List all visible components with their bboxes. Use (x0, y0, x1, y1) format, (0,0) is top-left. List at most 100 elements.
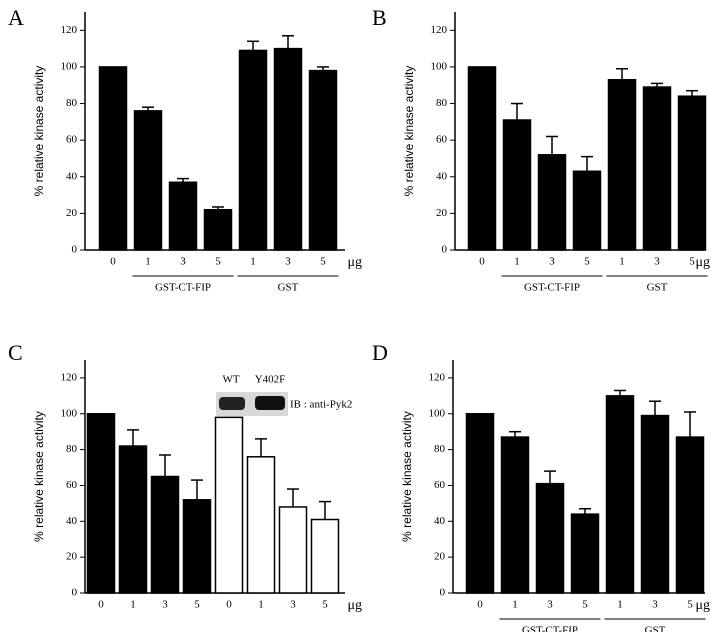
x-tick-label: 5 (687, 599, 693, 611)
group-label: GST-CT-FIP (522, 625, 578, 632)
bar (203, 208, 233, 251)
unit-label: μg (695, 598, 710, 613)
x-tick-label: 1 (145, 256, 151, 268)
annotation: WT (222, 374, 239, 386)
y-axis-label: % relative kinase activity (400, 411, 414, 542)
panel-letter: B (372, 5, 387, 30)
y-tick-label: 100 (61, 407, 78, 419)
y-tick-label: 0 (442, 244, 448, 256)
y-tick-label: 20 (436, 207, 448, 219)
x-tick-label: 3 (652, 599, 658, 611)
y-tick-label: 80 (66, 443, 78, 455)
panel-letter: A (8, 5, 24, 30)
bar (150, 475, 180, 594)
x-tick-label: 5 (582, 599, 588, 611)
x-tick-label: 1 (258, 599, 264, 611)
bar (677, 95, 707, 251)
x-tick-label: 3 (180, 256, 186, 268)
bar (640, 414, 670, 594)
panel-letter: D (372, 340, 388, 365)
bar (535, 482, 565, 594)
y-axis-label: % relative kinase activity (402, 66, 416, 197)
group-label: GST (645, 625, 666, 632)
y-tick-label: 20 (434, 551, 446, 563)
bar (570, 513, 600, 594)
annotation: Y402F (255, 374, 286, 386)
y-tick-label: 100 (61, 60, 78, 72)
annotation: IB : anti-Pyk2 (290, 399, 352, 411)
x-tick-label: 5 (584, 256, 590, 268)
bar (675, 436, 705, 594)
y-tick-label: 100 (429, 407, 446, 419)
bar (273, 47, 303, 251)
y-tick-label: 0 (72, 587, 78, 599)
x-tick-label: 1 (250, 256, 256, 268)
bar (98, 66, 128, 251)
y-axis-label: % relative kinase activity (32, 66, 46, 197)
y-tick-label: 60 (66, 479, 78, 491)
group-label: GST-CT-FIP (155, 282, 211, 294)
y-tick-label: 40 (66, 515, 78, 527)
bar (246, 456, 276, 594)
x-tick-label: 3 (285, 256, 291, 268)
x-tick-label: 0 (479, 256, 485, 268)
x-tick-label: 0 (98, 599, 104, 611)
unit-label: μg (695, 255, 710, 270)
bar (133, 110, 163, 251)
x-tick-label: 0 (477, 599, 483, 611)
y-tick-label: 100 (431, 60, 448, 72)
bar (310, 518, 340, 594)
x-tick-label: 1 (514, 256, 520, 268)
y-tick-label: 80 (436, 97, 448, 109)
y-tick-label: 120 (61, 371, 78, 383)
x-tick-label: 1 (512, 599, 518, 611)
blot-band (219, 397, 245, 410)
x-tick-label: 1 (130, 599, 136, 611)
y-tick-label: 40 (434, 515, 446, 527)
bar (642, 86, 672, 251)
x-tick-label: 3 (654, 256, 660, 268)
y-tick-label: 40 (436, 170, 448, 182)
x-tick-label: 5 (215, 256, 221, 268)
y-tick-label: 80 (434, 443, 446, 455)
y-tick-label: 60 (436, 134, 448, 146)
bar (214, 416, 244, 594)
panel-letter: C (8, 340, 23, 365)
bar (537, 154, 567, 251)
x-tick-label: 3 (549, 256, 555, 268)
y-tick-label: 0 (72, 244, 78, 256)
y-tick-label: 80 (66, 97, 78, 109)
y-tick-label: 20 (66, 551, 78, 563)
bar (572, 170, 602, 251)
x-tick-label: 0 (110, 256, 116, 268)
blot-band (255, 396, 285, 410)
bar (278, 506, 308, 594)
unit-label: μg (347, 255, 362, 270)
bar (118, 445, 148, 594)
bar (86, 413, 116, 594)
y-tick-label: 120 (431, 24, 448, 36)
x-tick-label: 5 (689, 256, 695, 268)
bar (238, 49, 268, 251)
x-tick-label: 3 (162, 599, 168, 611)
x-tick-label: 5 (320, 256, 326, 268)
y-tick-label: 120 (429, 371, 446, 383)
y-tick-label: 120 (61, 24, 78, 36)
x-tick-label: 5 (194, 599, 200, 611)
x-tick-label: 3 (547, 599, 553, 611)
bar (308, 69, 338, 251)
bar (182, 499, 212, 594)
bar (607, 78, 637, 251)
bar (465, 413, 495, 594)
y-tick-label: 40 (66, 170, 78, 182)
group-label: GST (278, 282, 299, 294)
y-tick-label: 20 (66, 207, 78, 219)
y-tick-label: 60 (66, 134, 78, 146)
bar (500, 436, 530, 594)
group-label: GST-CT-FIP (524, 282, 580, 294)
y-axis-label: % relative kinase activity (32, 411, 46, 542)
y-tick-label: 60 (434, 479, 446, 491)
group-label: GST (647, 282, 668, 294)
bar (168, 181, 198, 251)
